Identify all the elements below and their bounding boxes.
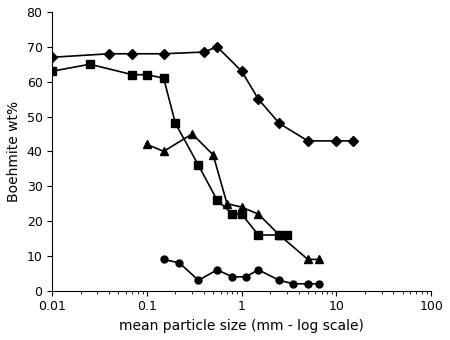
Y-axis label: Boehmite wt%: Boehmite wt% (7, 101, 21, 202)
X-axis label: mean particle size (mm - log scale): mean particle size (mm - log scale) (119, 319, 364, 333)
